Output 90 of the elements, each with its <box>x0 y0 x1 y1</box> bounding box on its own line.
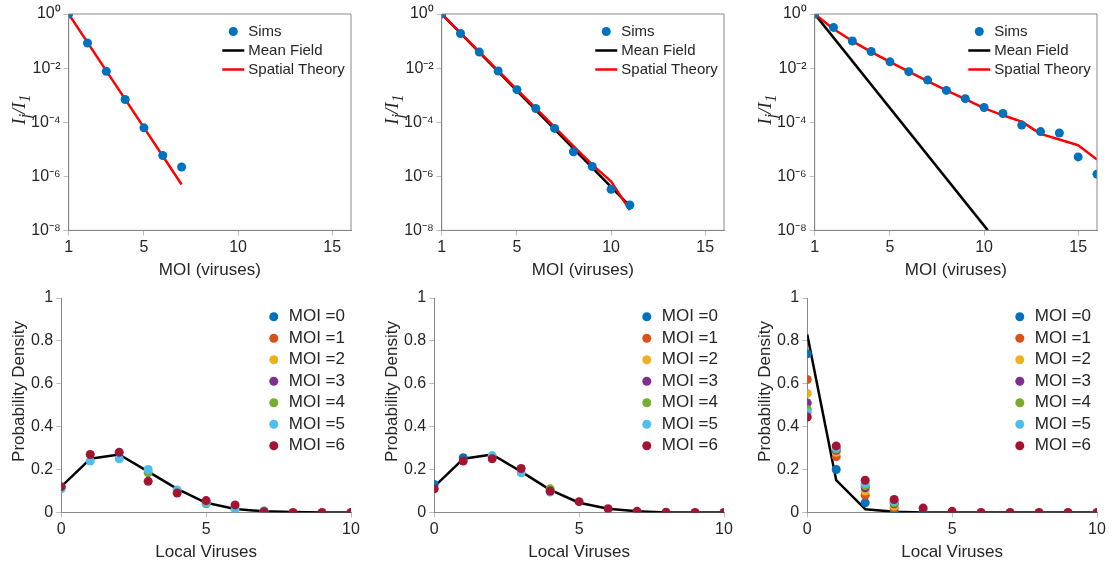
y-tick-label: 0 <box>790 502 800 520</box>
x-tick-label: 1 <box>437 238 447 256</box>
legend-label: MOI =2 <box>1034 348 1092 368</box>
y-tick-label: 10⁰ <box>409 4 434 22</box>
legend-label: MOI =2 <box>288 348 346 368</box>
x-tick-label: 5 <box>574 519 584 537</box>
legend-label: MOI =0 <box>1034 305 1092 325</box>
y-tick-label: 0.2 <box>776 459 800 477</box>
y-tick-label: 0.4 <box>403 416 427 434</box>
y-tick-label: 0.8 <box>776 330 800 348</box>
x-tick-label: 5 <box>512 238 522 256</box>
y-tick-label: 0 <box>417 502 427 520</box>
y-axis-title: Probability Density <box>754 319 775 464</box>
y-tick-label: 10⁰ <box>36 4 61 22</box>
x-axis-title: Local Viruses <box>528 541 630 561</box>
y-tick-label: 10⁰ <box>782 4 807 22</box>
legend-label: MOI =3 <box>1034 370 1092 390</box>
x-tick-label: 5 <box>139 238 149 256</box>
legend-label: MOI =4 <box>1034 391 1092 411</box>
x-tick-label: 10 <box>975 238 994 256</box>
x-tick-label: 5 <box>947 519 957 537</box>
legend-label: MOI =6 <box>288 434 346 454</box>
x-axis-title: MOI (viruses) <box>904 260 1007 280</box>
y-tick-label: 0.4 <box>776 416 800 434</box>
y-tick-label: 0.2 <box>30 459 54 477</box>
y-tick-label: 1 <box>417 287 427 305</box>
legend-label: Spatial Theory <box>994 59 1092 77</box>
y-tick-label: 0.6 <box>30 373 54 391</box>
x-tick-label: 10 <box>342 519 360 537</box>
x-axis-title: MOI (viruses) <box>531 260 634 280</box>
legend-label: MOI =1 <box>1034 327 1092 347</box>
y-tick-label: 10⁻⁸ <box>777 220 807 238</box>
y-tick-label: 0.6 <box>776 373 800 391</box>
legend-label: MOI =5 <box>1034 413 1092 433</box>
y-tick-label: 10⁻⁶ <box>777 166 807 184</box>
x-tick-label: 15 <box>1069 238 1088 256</box>
x-tick-label: 10 <box>715 519 733 537</box>
x-axis-title: Local Viruses <box>155 541 257 561</box>
y-tick-label: 10⁻⁶ <box>404 166 434 184</box>
legend-label: Sims <box>621 21 655 39</box>
x-axis-title: Local Viruses <box>901 541 1003 561</box>
legend-label: Mean Field <box>621 40 696 58</box>
y-tick-label: 10⁻⁴ <box>404 112 434 130</box>
legend-label: Sims <box>248 21 282 39</box>
y-axis-title: Probability Density <box>8 319 29 464</box>
y-tick-label: 0.8 <box>30 330 54 348</box>
x-tick-label: 15 <box>323 238 342 256</box>
legend-label: Mean Field <box>994 40 1069 58</box>
x-tick-label: 1 <box>64 238 74 256</box>
x-tick-label: 10 <box>1088 519 1106 537</box>
legend-label: MOI =0 <box>661 305 719 325</box>
legend-label: MOI =1 <box>288 327 346 347</box>
legend-label: MOI =3 <box>661 370 719 390</box>
legend-label: MOI =5 <box>661 413 719 433</box>
x-tick-label: 1 <box>810 238 820 256</box>
y-tick-label: 0.6 <box>403 373 427 391</box>
y-tick-label: 0.2 <box>403 459 427 477</box>
y-tick-label: 1 <box>790 287 800 305</box>
legend-label: MOI =3 <box>288 370 346 390</box>
x-tick-label: 5 <box>201 519 211 537</box>
legend-label: Spatial Theory <box>248 59 346 77</box>
legend-label: MOI =2 <box>661 348 719 368</box>
y-tick-label: 10⁻⁸ <box>404 220 434 238</box>
y-tick-label: 0.4 <box>30 416 54 434</box>
x-tick-label: 15 <box>696 238 715 256</box>
y-tick-label: 10⁻² <box>32 58 62 76</box>
y-tick-label: 10⁻² <box>778 58 808 76</box>
legend-label: MOI =0 <box>288 305 346 325</box>
x-tick-label: 10 <box>229 238 248 256</box>
y-tick-label: 10⁻² <box>405 58 435 76</box>
legend-label: Mean Field <box>248 40 323 58</box>
y-tick-label: 10⁻⁴ <box>31 112 61 130</box>
x-tick-label: 10 <box>602 238 621 256</box>
y-tick-label: 0.8 <box>403 330 427 348</box>
y-tick-label: 10⁻⁶ <box>31 166 61 184</box>
legend-label: Spatial Theory <box>621 59 719 77</box>
y-tick-label: 1 <box>44 287 54 305</box>
legend-label: MOI =4 <box>288 391 346 411</box>
y-axis-title: Probability Density <box>381 319 402 464</box>
legend-label: MOI =6 <box>661 434 719 454</box>
y-tick-label: 10⁻⁴ <box>777 112 807 130</box>
legend-label: MOI =4 <box>661 391 719 411</box>
y-tick-label: 10⁻⁸ <box>31 220 61 238</box>
legend-label: MOI =5 <box>288 413 346 433</box>
x-tick-label: 5 <box>885 238 895 256</box>
x-axis-title: MOI (viruses) <box>158 260 261 280</box>
legend-label: MOI =1 <box>661 327 719 347</box>
legend-label: Sims <box>994 21 1028 39</box>
legend-label: MOI =6 <box>1034 434 1092 454</box>
y-tick-label: 0 <box>44 502 54 520</box>
